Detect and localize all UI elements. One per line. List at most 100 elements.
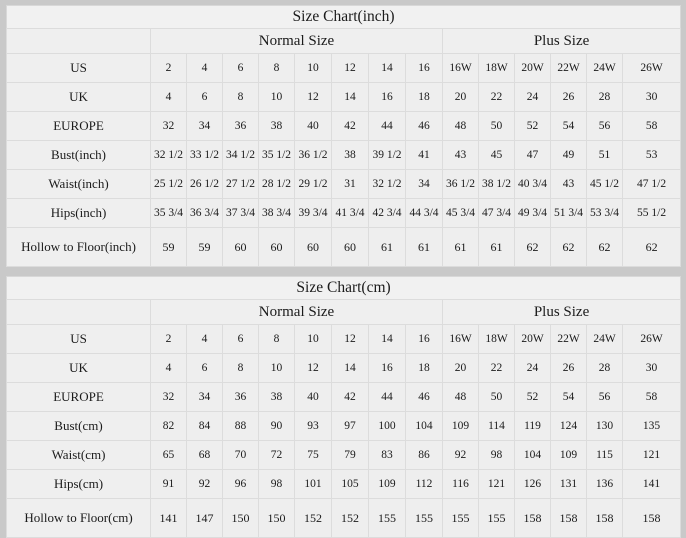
- row-label: Bust(inch): [6, 140, 151, 170]
- table-cell: 104: [514, 440, 551, 470]
- table-cell: 32: [150, 111, 187, 141]
- table-cell: 93: [294, 411, 332, 441]
- table-cell: 24: [514, 353, 551, 383]
- table-cell: 14: [368, 53, 406, 83]
- table-cell: 46: [405, 382, 443, 412]
- table-cell: 46: [405, 111, 443, 141]
- table-cell: 16W: [442, 53, 479, 83]
- table-cell: 16W: [442, 324, 479, 354]
- table-cell: 101: [294, 469, 332, 499]
- table-cell: 28 1/2: [258, 169, 295, 199]
- row-label: Waist(cm): [6, 440, 151, 470]
- table-cell: 52: [514, 382, 551, 412]
- table-row: Bust(inch) 32 1/2 33 1/2 34 1/2 35 1/2 36 1/2…: [6, 140, 682, 170]
- table-row: US 2 4 6 8 10 12 14 16 16W 18W 20W 22W 24W 26W: [6, 324, 682, 354]
- table-cell: 18: [405, 82, 443, 112]
- table-cell: 54: [550, 111, 587, 141]
- table-cell: 6: [222, 53, 259, 83]
- table-cell: 39 1/2: [368, 140, 406, 170]
- table-cell: 2: [150, 53, 187, 83]
- table-cell: 28: [586, 353, 623, 383]
- table-cell: 44 3/4: [405, 198, 443, 228]
- size-chart-table: Size Chart(inch) Normal Size Plus Size US 2 4…: [5, 5, 682, 267]
- table-cell: 12: [294, 82, 332, 112]
- table-cell: 119: [514, 411, 551, 441]
- table-cell: 16: [368, 82, 406, 112]
- table-cell: 38: [258, 382, 295, 412]
- table-cell: 24W: [586, 324, 623, 354]
- table-cell: 30: [621, 82, 682, 112]
- chart-title: Size Chart(inch): [5, 5, 682, 29]
- chart-separator: [6, 267, 680, 276]
- table-cell: 45: [478, 140, 515, 170]
- table-cell: 35 1/2: [258, 140, 295, 170]
- table-cell: 8: [258, 324, 295, 354]
- table-cell: 59: [150, 227, 187, 267]
- table-cell: 16: [405, 53, 443, 83]
- table-cell: 158: [586, 498, 623, 538]
- table-cell: 38 3/4: [258, 198, 295, 228]
- table-cell: 24: [514, 82, 551, 112]
- table-cell: 75: [294, 440, 332, 470]
- table-row: Waist(cm) 65 68 70 72 75 79 83 86 92 98 104 109 115 12…: [6, 440, 682, 470]
- table-cell: 60: [294, 227, 332, 267]
- table-cell: 155: [478, 498, 515, 538]
- table-cell: 40: [294, 382, 332, 412]
- table-cell: 47 3/4: [478, 198, 515, 228]
- table-cell: 36: [222, 382, 259, 412]
- table-cell: 36 1/2: [442, 169, 479, 199]
- table-cell: 2: [150, 324, 187, 354]
- table-cell: 61: [368, 227, 406, 267]
- table-cell: 56: [586, 382, 623, 412]
- table-cell: 34: [186, 382, 223, 412]
- table-cell: 14: [368, 324, 406, 354]
- table-cell: 92: [442, 440, 479, 470]
- table-cell: 109: [550, 440, 587, 470]
- table-cell: 109: [368, 469, 406, 499]
- table-cell: 10: [294, 324, 332, 354]
- table-cell: 36: [222, 111, 259, 141]
- table-cell: 141: [621, 469, 682, 499]
- table-cell: 130: [586, 411, 623, 441]
- table-cell: 42 3/4: [368, 198, 406, 228]
- table-cell: 158: [621, 498, 682, 538]
- table-row: Hollow to Floor(cm) 141 147 150 150 152 152 155…: [6, 498, 682, 538]
- table-cell: 36 3/4: [186, 198, 223, 228]
- table-cell: 72: [258, 440, 295, 470]
- table-cell: 4: [150, 353, 187, 383]
- row-label: US: [6, 53, 151, 83]
- table-cell: 115: [586, 440, 623, 470]
- table-cell: 34: [405, 169, 443, 199]
- table-cell: 41 3/4: [331, 198, 369, 228]
- chart-group-header-row: Normal Size Plus Size: [6, 28, 682, 54]
- table-cell: 34: [186, 111, 223, 141]
- table-cell: 26: [550, 82, 587, 112]
- table-cell: 92: [186, 469, 223, 499]
- row-label: UK: [6, 82, 151, 112]
- table-cell: 36 1/2: [294, 140, 332, 170]
- table-cell: 53: [621, 140, 682, 170]
- group-header-plus-size: Plus Size: [441, 28, 682, 54]
- table-cell: 83: [368, 440, 406, 470]
- table-cell: 4: [186, 324, 223, 354]
- table-cell: 60: [331, 227, 369, 267]
- table-cell: 62: [514, 227, 551, 267]
- table-row: Bust(cm) 82 84 88 90 93 97 100 104 109 114 119 124 13…: [6, 411, 682, 441]
- table-cell: 38: [331, 140, 369, 170]
- table-cell: 60: [222, 227, 259, 267]
- table-cell: 27 1/2: [222, 169, 259, 199]
- chart-title-row: Size Chart(inch): [5, 5, 682, 29]
- table-cell: 121: [478, 469, 515, 499]
- table-cell: 150: [222, 498, 259, 538]
- table-cell: 12: [331, 324, 369, 354]
- table-cell: 30: [621, 353, 682, 383]
- table-cell: 8: [222, 82, 259, 112]
- table-cell: 44: [368, 382, 406, 412]
- table-row: EUROPE 32 34 36 38 40 42 44 46 48 50 52 54 56 58: [6, 382, 682, 412]
- table-cell: 12: [331, 53, 369, 83]
- table-cell: 40: [294, 111, 332, 141]
- table-cell: 84: [186, 411, 223, 441]
- table-cell: 105: [331, 469, 369, 499]
- row-label: Waist(inch): [6, 169, 151, 199]
